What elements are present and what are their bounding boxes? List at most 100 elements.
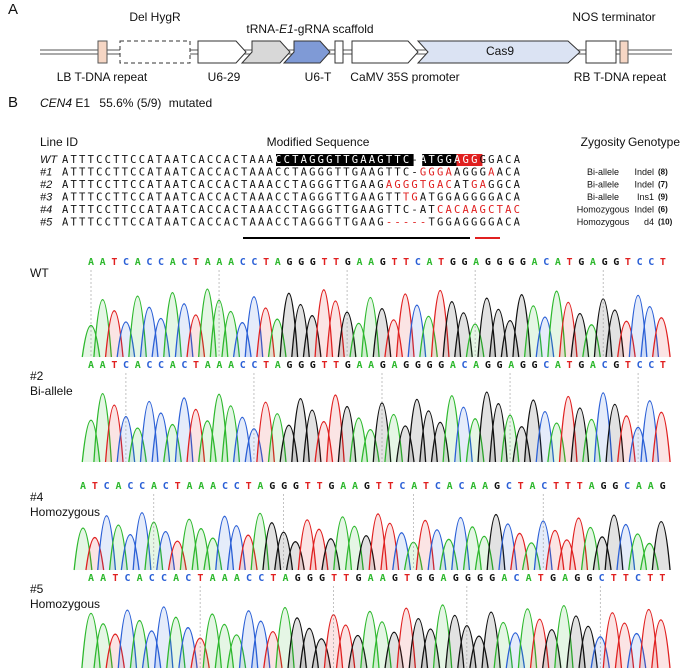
trace-peak — [535, 316, 555, 358]
trace-peak — [384, 631, 404, 669]
hygr-box — [119, 40, 191, 64]
trace-peak — [314, 421, 334, 463]
sequence: ATTTCCTTCCATAATCACCACTAAACCTAGGGTTGAAGAG… — [62, 179, 522, 191]
trace-peak — [120, 534, 140, 571]
sequence-segment: ACA — [497, 167, 523, 179]
line-id: WT — [40, 154, 58, 166]
line-id: #3 — [40, 191, 53, 203]
trace-peak — [238, 534, 258, 571]
trace-peak — [267, 318, 287, 358]
highlight — [276, 154, 414, 166]
u6-t-box — [334, 40, 344, 64]
trace-peak — [651, 317, 671, 358]
label: -gRNA scaffold — [294, 22, 374, 36]
trace-peak — [198, 420, 217, 463]
target: E1 — [75, 96, 90, 110]
panel-label: B — [8, 94, 18, 111]
header: Modified Sequence — [267, 135, 370, 149]
camv-box — [351, 40, 419, 64]
trace-label: #2 — [30, 369, 44, 383]
trace-peak — [186, 314, 206, 358]
genotype: Indel — [634, 167, 654, 177]
sequence-segment: AGG — [454, 154, 480, 166]
trace-peak — [505, 632, 526, 669]
trace-peak — [628, 426, 648, 463]
trace-peak — [226, 634, 247, 669]
trace-peak — [384, 319, 404, 358]
sequence-segment: ATGG — [420, 154, 454, 166]
sequence-segment: ----- — [386, 217, 429, 229]
label: Del HygR — [129, 10, 181, 24]
line-id: #5 — [40, 216, 53, 228]
trace-peak — [512, 426, 532, 463]
trace-label: Homozygous — [30, 505, 100, 519]
line-id: #4 — [40, 204, 52, 216]
nos-box — [585, 40, 617, 64]
sequence: ATTTCCTTCCATAATCACCACTAAACCTAGGGTTGAAGTT… — [62, 204, 522, 216]
trace-peak — [651, 520, 671, 571]
zygosity: Bi-allele — [587, 179, 619, 189]
label: RB T-DNA repeat — [574, 70, 667, 84]
trace-peak — [474, 535, 494, 571]
trace-peak — [439, 538, 459, 571]
trace-peak — [356, 535, 376, 571]
label: Cas9 — [486, 44, 514, 58]
header: Zygosity — [581, 135, 626, 149]
count: (10) — [658, 218, 673, 227]
line-id: #2 — [40, 179, 52, 191]
sequence-segment: CCTAGGGTTGAAGTTC — [275, 154, 411, 166]
trace-peak — [302, 315, 322, 358]
trace-peak — [232, 322, 252, 358]
panel-label: A — [8, 1, 18, 18]
sequence-segment: TGGAGGGGACA — [428, 217, 522, 229]
trace-peak — [105, 633, 125, 669]
base-calls: AATCACCACTAAACCTAGGGTTGAAGTGGAGGGGACATGA… — [88, 573, 672, 584]
sequence: ATTTCCTTCCATAATCACCACTAAACCTAGGGTTGAAG--… — [62, 217, 522, 229]
count: (9) — [658, 193, 668, 202]
trace-peak — [163, 424, 182, 463]
trace-peak — [167, 540, 187, 571]
trace-label: #4 — [30, 490, 44, 504]
trace-peak — [395, 425, 415, 463]
trace-peak — [321, 538, 341, 571]
sequence-segment: GGCA — [488, 179, 522, 191]
sequence-segment: ATTTCCTTCCATAATCACCACTAAACCTAGGGTTGAAGTT… — [62, 204, 437, 216]
sequence-segment: GGACA — [480, 154, 523, 166]
trace-label: Bi-allele — [30, 384, 73, 398]
sequence-segment: TG — [403, 192, 420, 204]
trace-peak — [285, 541, 305, 571]
highlight — [456, 154, 483, 166]
sequence-segment: GGGA — [420, 167, 454, 179]
trace-peak — [557, 539, 577, 571]
sequence: ATTTCCTTCCATAATCACCACTAAACCTAGGGTTGAAGTT… — [62, 154, 522, 166]
sequence: ATTTCCTTCCATAATCACCACTAAACCTAGGGTTGAAGTT… — [62, 167, 522, 179]
summary: CEN4 E1 55.6% (5/9) mutated — [40, 96, 212, 110]
highlight — [422, 154, 457, 166]
line-id: #1 — [40, 166, 52, 178]
header: Line ID — [40, 135, 78, 149]
trace-peak — [85, 536, 105, 571]
trace-peak — [203, 537, 223, 571]
rb-repeat — [619, 40, 629, 64]
trace-peak — [419, 316, 438, 358]
trace-peak — [500, 320, 520, 358]
trace-peak — [542, 629, 562, 669]
trace-peak — [151, 318, 171, 358]
sequence-segment: AGGGTGAC — [386, 179, 454, 191]
sequence-segment: CACAAGCTAC — [437, 204, 522, 216]
base-calls: ATCACCACTAAACCTAGGGTTGAAGTTCATCACAAGCTAC… — [80, 481, 671, 492]
trace-peak — [420, 628, 441, 669]
label: U6-T — [305, 70, 332, 84]
base-calls: AATCACCACTAAACCTAGGGTTGAAGTTCATGGAGGGGAC… — [88, 257, 672, 268]
u6-29-box — [197, 40, 247, 64]
sequence-segment: A — [488, 167, 497, 179]
trace-peak — [81, 419, 101, 463]
sequence-segment: ATTTCCTTCCATAATCACCACTAAA — [62, 154, 275, 166]
label: NOS terminator — [572, 10, 655, 24]
trace-peak — [626, 632, 647, 669]
status: mutated — [169, 96, 212, 110]
label: CaMV 35S promoter — [350, 70, 459, 84]
sequence-segment: ATGGAGGGGACA — [420, 192, 522, 204]
trace-label: #5 — [30, 582, 44, 596]
